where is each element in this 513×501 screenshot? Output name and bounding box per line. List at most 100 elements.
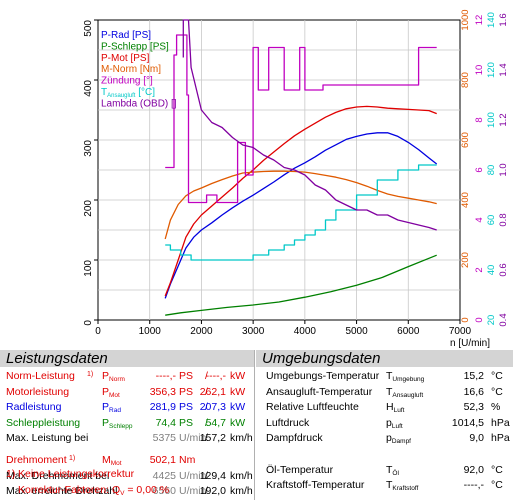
leistungsdaten-row: Drehmoment 1) MMot 502,1 Nm <box>0 453 254 469</box>
umgebungsdaten-row: Relative Luftfeuchte HLuft 52,3% <box>260 400 513 416</box>
separator: / <box>205 385 208 398</box>
unit-1: PS <box>179 370 194 382</box>
row-symbol: PNorm <box>102 369 125 388</box>
unit-1: PS <box>179 385 194 398</box>
umgebungsdaten-row <box>260 447 513 463</box>
legend-entry: P-Rad [PS] <box>101 30 151 41</box>
symbol-letter: T <box>386 479 393 492</box>
env-symbol: TAnsaugluft <box>386 385 423 404</box>
umgebungsdaten-row: Dampfdruck pDampf 9,0 hPa <box>260 431 513 447</box>
env-unit: °C <box>491 479 503 492</box>
right-axis-tick-label: 1.0 <box>498 163 509 176</box>
row-label: Max. Drehmoment bei <box>6 469 110 482</box>
symbol-subscript: Mot <box>109 391 120 399</box>
symbol-subscript: Rad <box>109 407 121 415</box>
value-2: 54,7 <box>205 416 226 429</box>
unit-2: km/h <box>230 469 253 482</box>
leistungsdaten-table: Norm-Leistung 1) PNorm ----,- PS / ----,- kW Mot… <box>0 369 254 500</box>
right-axis-tick-label: 4 <box>474 217 485 222</box>
right-axis-tick-label: 800 <box>460 72 471 88</box>
symbol-subscript: Ansaugluft <box>392 391 424 399</box>
row-label: Drehmoment <box>6 453 67 466</box>
left-tick-label: 500 <box>83 20 94 37</box>
right-axis-tick-label: 0 <box>474 317 485 322</box>
umgebungsdaten-row: Ansaugluft-Temperatur TAnsaugluft 16,6 °C <box>260 385 513 401</box>
env-unit: °C <box>491 385 503 398</box>
legend-label: P-Schlepp [PS] <box>101 41 169 52</box>
right-axis-tick-label: 1.2 <box>498 113 509 126</box>
leistungsdaten-row: Max. erreichte Drehzahl 6560 U/min/192,0 km… <box>0 484 254 500</box>
footnote-ref: 1) <box>87 371 94 378</box>
row-label: Schleppleistung <box>6 416 81 429</box>
env-unit: °C <box>491 370 503 382</box>
env-value: 92,0 <box>463 463 484 476</box>
x-tick-label: 2000 <box>190 326 213 337</box>
separator: / <box>205 370 208 382</box>
symbol-letter: T <box>386 385 393 398</box>
footnote-line2-post: = 0,00 % <box>124 483 170 496</box>
row-label: Motorleistung <box>6 385 70 398</box>
value-2: ----,- <box>205 370 226 382</box>
legend-entry: TAnsaugluft [°C] <box>101 87 155 99</box>
legend-label: T <box>101 87 107 98</box>
symbol-letter: T <box>386 370 393 382</box>
symbol-subscript: Luft <box>391 422 403 430</box>
value-1: 74,4 <box>155 416 176 429</box>
env-symbol: TUmgebung <box>386 369 424 388</box>
symbol-subscript: Norm <box>109 376 125 383</box>
right-axis-tick-label: 0 <box>460 317 471 322</box>
x-tick-label: 4000 <box>294 326 317 337</box>
right-axis-tick-label: 600 <box>460 132 471 148</box>
left-tick-label: 300 <box>83 140 94 157</box>
footnote-sub: V <box>120 489 125 497</box>
legend-label: Zündung [°] <box>101 76 153 87</box>
right-axis-tick-label: 60 <box>486 215 497 226</box>
row-label: Norm-Leistung <box>6 370 75 382</box>
row-label: Max. Leistung bei <box>6 432 89 445</box>
left-tick-label: 400 <box>83 80 94 97</box>
symbol-letter: M <box>102 453 111 466</box>
x-tick-label: 1000 <box>139 326 162 337</box>
legend-label: P-Mot [PS] <box>101 53 150 64</box>
unit-2: kW <box>230 370 246 382</box>
right-axis-tick-label: 8 <box>474 117 485 122</box>
value-2: 207,3 <box>199 401 226 414</box>
x-tick-label: 0 <box>95 326 101 337</box>
panel-divider <box>254 350 255 500</box>
leistungsdaten-title: Leistungsdaten <box>6 350 108 367</box>
leistungsdaten-row: Schleppleistung PSchlepp 74,4 PS /54,7 kW <box>0 416 254 432</box>
footnote-mark: 1) <box>6 468 16 480</box>
env-unit: °C <box>491 463 503 476</box>
separator: / <box>205 416 208 429</box>
right-axis-tick-label: 120 <box>486 62 497 78</box>
env-symbol: pDampf <box>386 431 411 450</box>
right-axis-tick-label: 400 <box>460 192 471 208</box>
right-axis-tick-label: 10 <box>474 65 485 76</box>
right-axis-tick-label: 200 <box>460 252 471 268</box>
umgebungsdaten-row: Luftdruck pLuft 1014,5 hPa <box>260 416 513 432</box>
symbol-letter: P <box>102 401 110 414</box>
value-1: 356,3 <box>149 385 176 398</box>
symbol-subscript: Umgebung <box>392 376 425 383</box>
value-2: 157,2 <box>199 432 226 445</box>
footnote-ref: 1) <box>69 454 76 462</box>
x-axis-label: n [U/min] <box>450 338 490 349</box>
value-2: 129,4 <box>199 469 226 482</box>
row-label: Radleistung <box>6 401 62 414</box>
right-axis-tick-label: 20 <box>486 315 497 326</box>
symbol-subscript: Kraftstoff <box>392 485 419 493</box>
x-tick-label: 5000 <box>345 326 368 337</box>
legend-label: Lambda (OBD) [] <box>101 98 177 109</box>
footnote-line1: Keine Leistungskorrektur <box>18 468 135 480</box>
row-label: Max. erreichte Drehzahl <box>6 485 118 498</box>
row-symbol: MMot <box>102 453 122 472</box>
symbol-letter: P <box>102 416 110 429</box>
symbol-subscript: Mot <box>110 459 122 467</box>
umgebungsdaten-table: Umgebungs-Temperatur TUmgebung 15,2 °C Ansau… <box>260 369 513 494</box>
env-value: ----,- <box>463 479 484 492</box>
env-symbol: pLuft <box>386 416 403 435</box>
symbol-subscript: Luft <box>393 407 405 415</box>
env-label: Dampfdruck <box>266 432 323 445</box>
env-label: Öl-Temperatur <box>266 463 334 476</box>
unit-1: U/min <box>179 485 207 498</box>
